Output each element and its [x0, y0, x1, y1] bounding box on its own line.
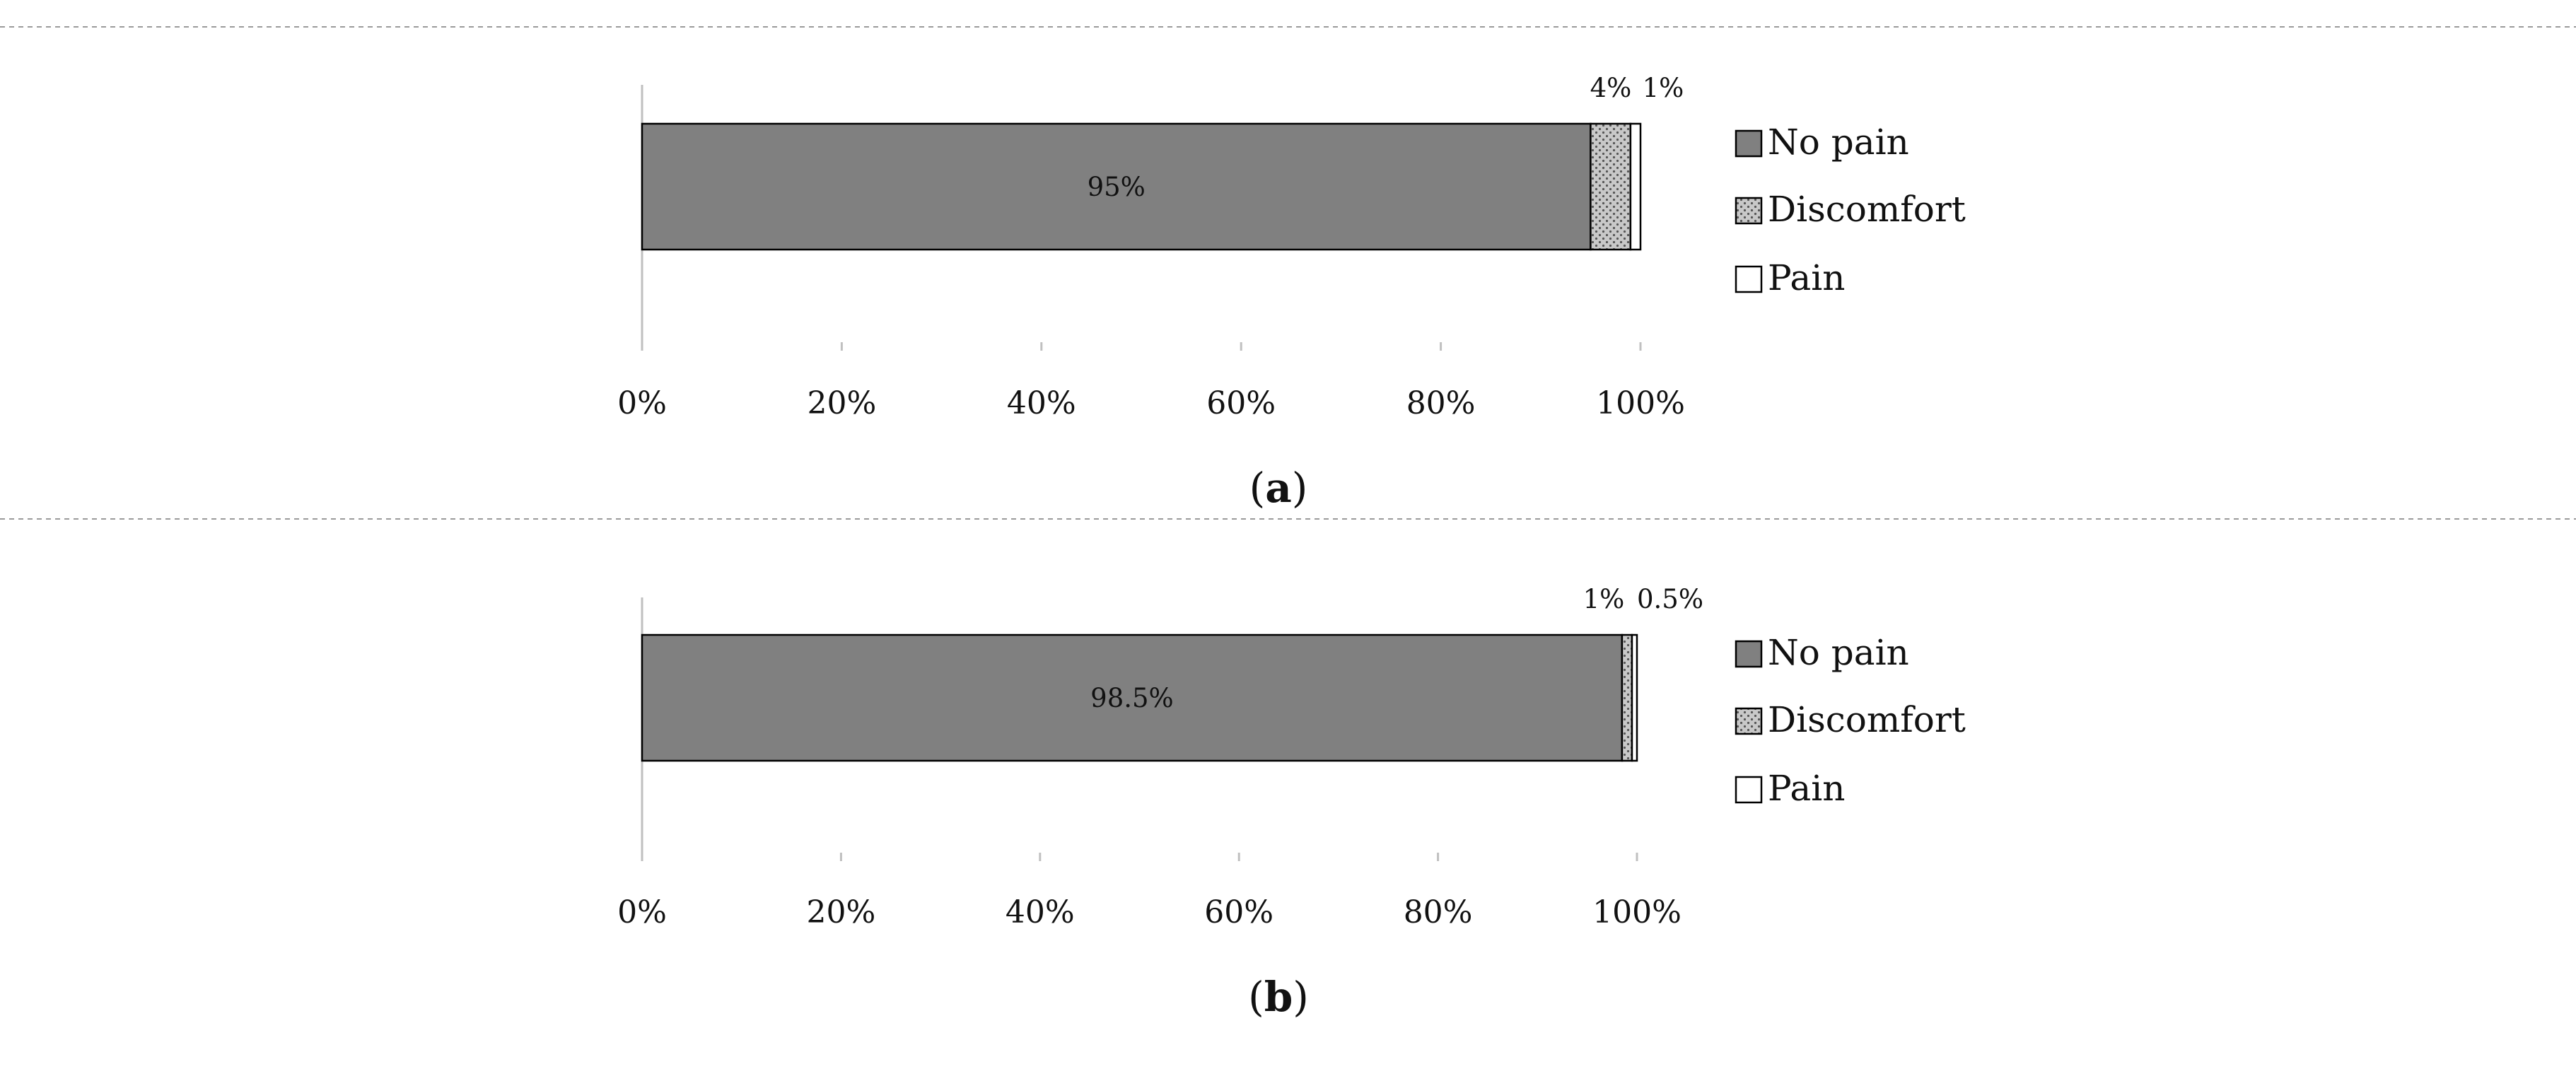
tick-label: 100%: [1596, 385, 1685, 421]
tick-label: 40%: [1006, 894, 1075, 930]
legend-label-discomfort: Discomfort: [1768, 699, 1966, 740]
bar-segment-discomfort: [1590, 124, 1630, 250]
caption: (a): [1249, 464, 1308, 512]
data-label-pain: 0.5%: [1637, 584, 1703, 614]
tick-label: 40%: [1007, 385, 1076, 421]
legend: No pain Discomfort Pain: [1736, 632, 1966, 809]
tick-label: 60%: [1204, 894, 1274, 930]
ticks-group: [642, 342, 1640, 351]
legend-label-no-pain: No pain: [1768, 122, 1909, 163]
tick-label: 0%: [617, 385, 667, 421]
tick-label: 80%: [1406, 385, 1476, 421]
ticks-group: [642, 853, 1637, 861]
tick-labels-group: 0% 20% 40% 60% 80% 100%: [617, 385, 1685, 421]
chart-b: 0% 20% 40% 60% 80% 100% 98.5% 1% 0.5% No…: [617, 584, 1966, 1021]
caption-paren-open: (: [1249, 464, 1266, 512]
legend-label-pain: Pain: [1768, 768, 1845, 809]
bar-segment-pain: [1632, 635, 1637, 761]
caption: (b): [1248, 973, 1309, 1021]
legend-label-no-pain: No pain: [1768, 632, 1909, 673]
tick-label: 20%: [808, 385, 877, 421]
legend-label-pain: Pain: [1768, 257, 1845, 298]
bar-segment-discomfort: [1622, 635, 1632, 761]
data-label-pain: 1%: [1643, 73, 1684, 103]
caption-paren-close: ): [1293, 973, 1309, 1021]
tick-label: 60%: [1206, 385, 1276, 421]
legend-swatch-discomfort: [1736, 198, 1761, 223]
tick-label: 80%: [1404, 894, 1473, 930]
legend: No pain Discomfort Pain: [1736, 122, 1966, 298]
chart-a: 0% 20% 40% 60% 80% 100% 95% 4% 1% No pai…: [617, 73, 1966, 512]
legend-swatch-no-pain: [1736, 641, 1761, 667]
tick-label: 20%: [807, 894, 876, 930]
legend-swatch-discomfort: [1736, 708, 1761, 734]
caption-letter: a: [1265, 464, 1292, 512]
data-label-no-pain: 98.5%: [1090, 683, 1174, 713]
data-label-no-pain: 95%: [1088, 172, 1146, 202]
tick-label: 0%: [617, 894, 667, 930]
data-label-discomfort: 1%: [1583, 584, 1625, 614]
legend-swatch-pain: [1736, 267, 1761, 292]
tick-label: 100%: [1592, 894, 1682, 930]
caption-letter: b: [1264, 973, 1293, 1021]
tick-labels-group: 0% 20% 40% 60% 80% 100%: [617, 894, 1682, 930]
caption-paren-open: (: [1248, 973, 1264, 1021]
caption-paren-close: ): [1292, 464, 1308, 512]
data-label-discomfort: 4%: [1590, 73, 1632, 103]
legend-label-discomfort: Discomfort: [1768, 189, 1966, 230]
legend-swatch-no-pain: [1736, 131, 1761, 156]
legend-swatch-pain: [1736, 777, 1761, 802]
bar-segment-pain: [1631, 124, 1640, 250]
